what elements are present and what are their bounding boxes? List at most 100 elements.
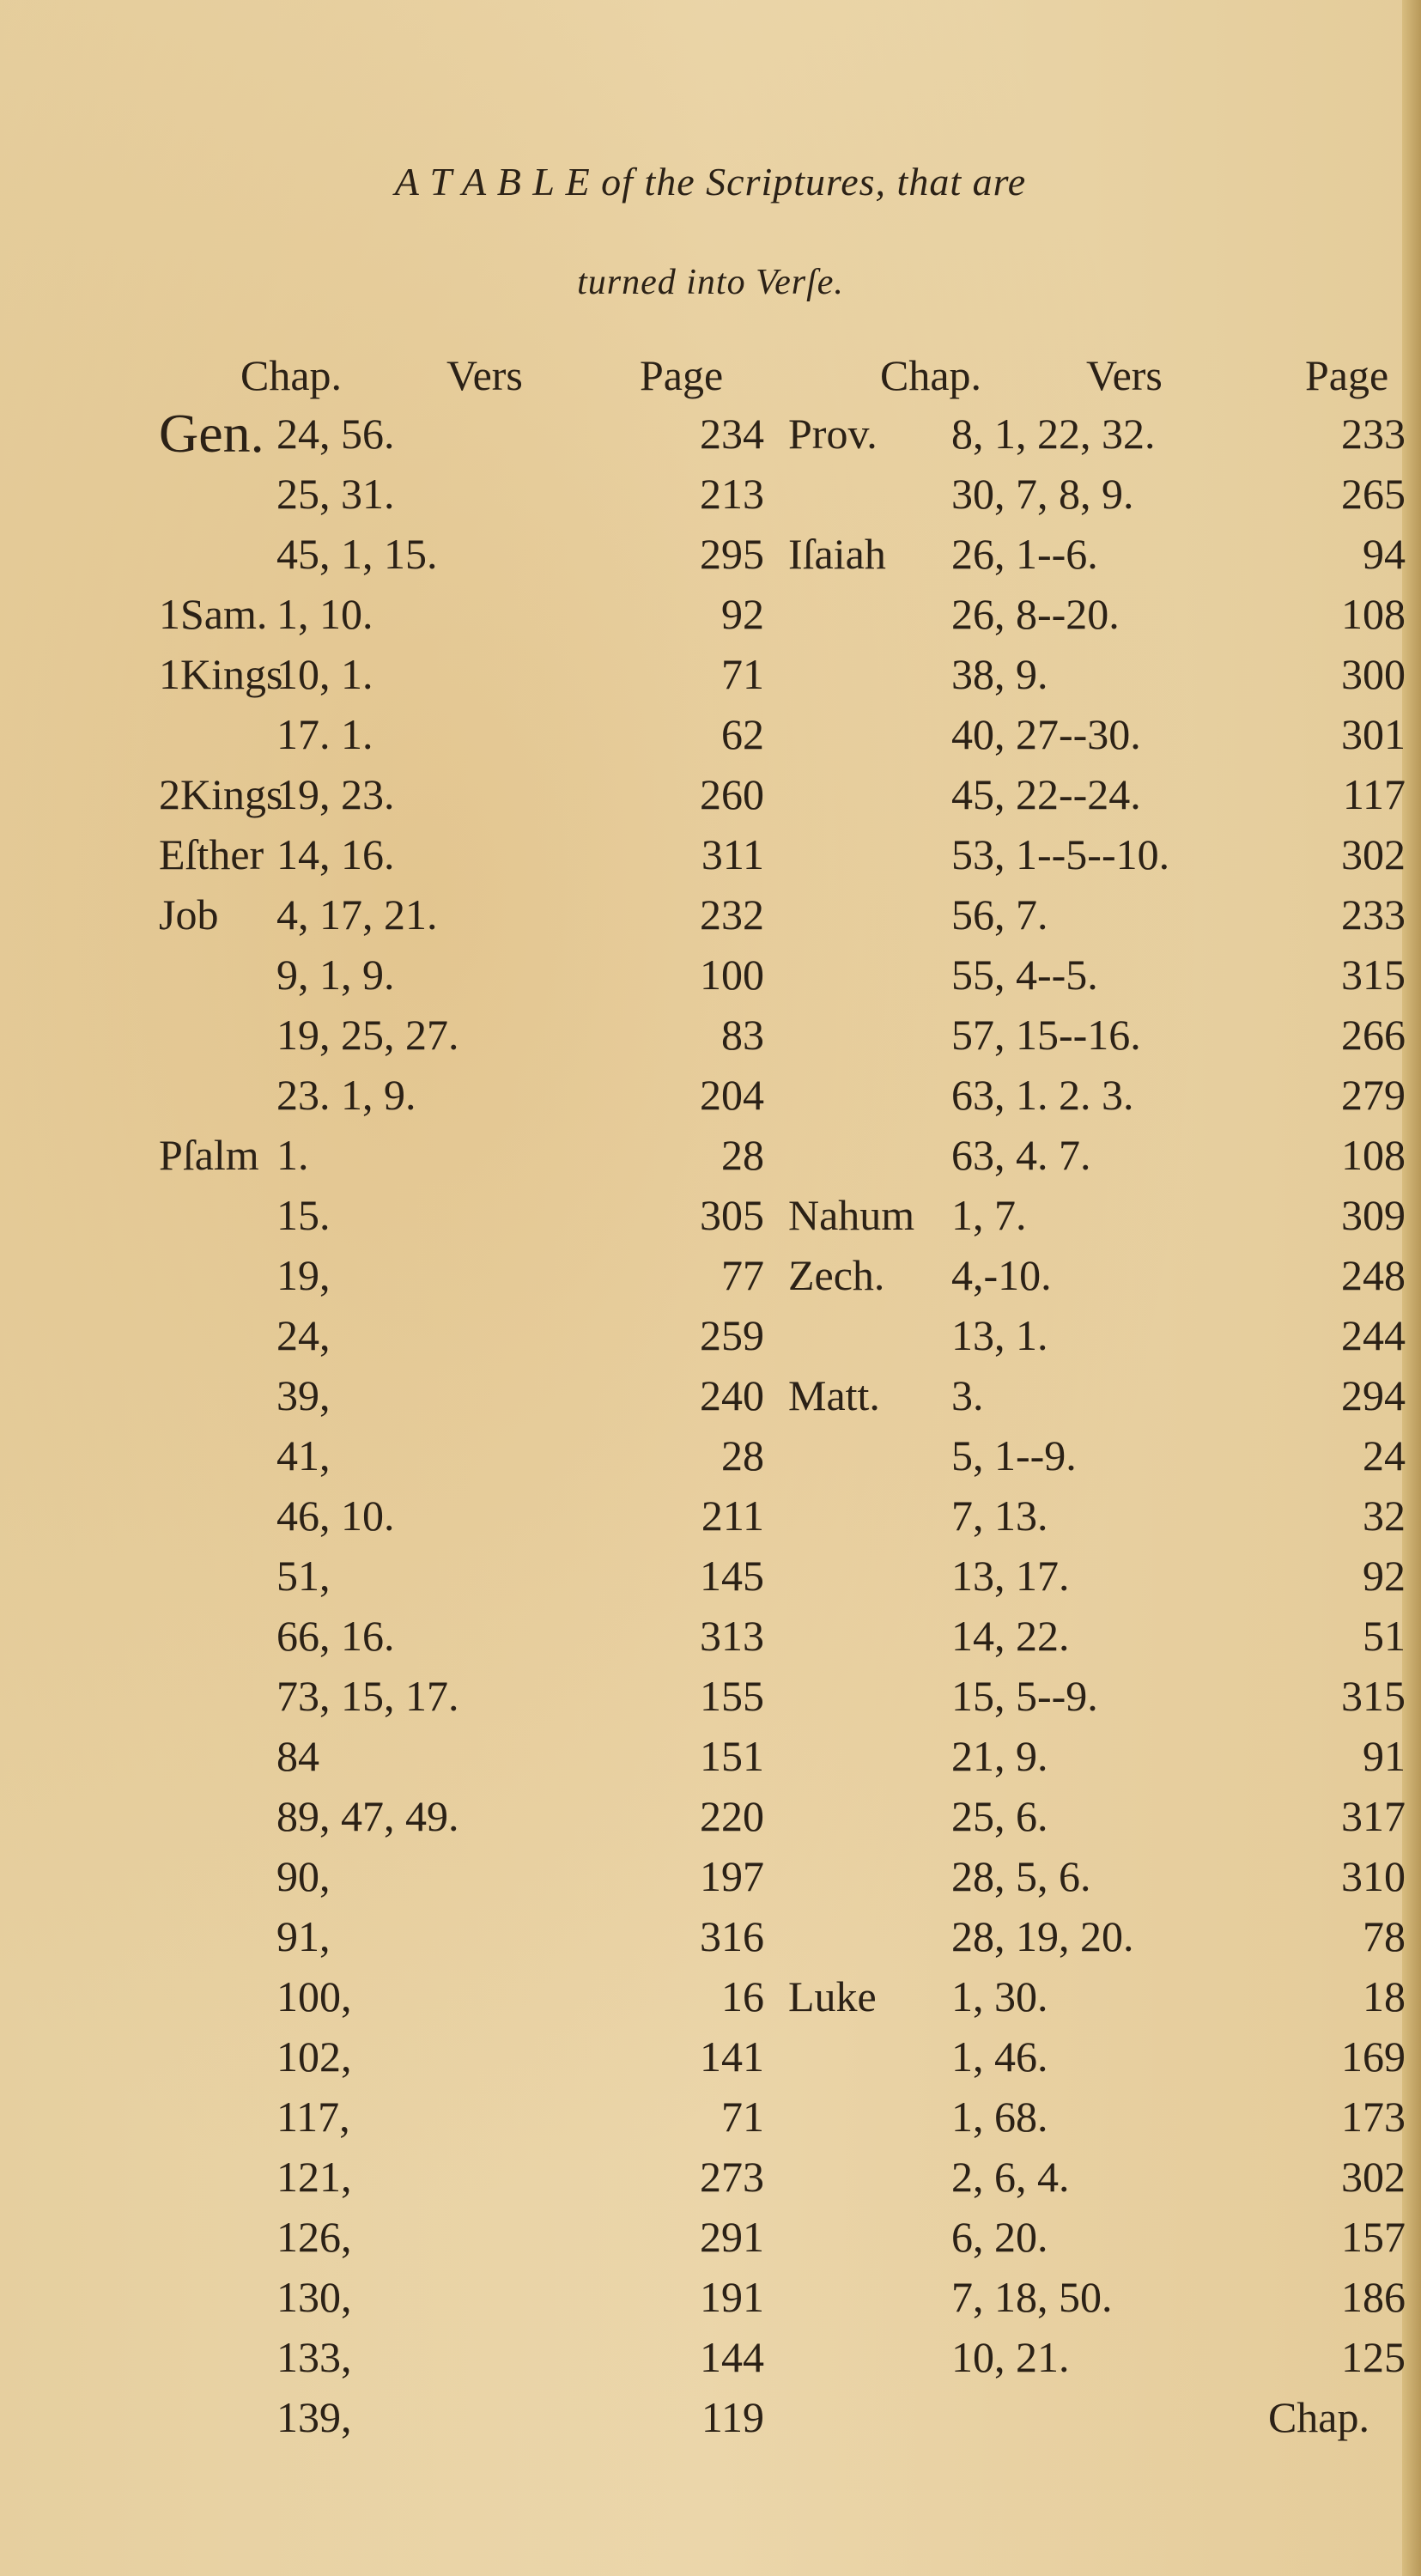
table-title: A T A B L E of the Scriptures, that are [394, 160, 1027, 204]
page-left: 155 [700, 1672, 764, 1720]
page-left: 204 [700, 1071, 764, 1119]
chap-vers-right: 28, 5, 6. [951, 1852, 1091, 1900]
table-row: 9, 1, 9. 100 55, 4--5. 315 [0, 945, 1421, 1005]
page-left: 234 [700, 410, 764, 458]
chap-vers-left: 45, 1, 15. [276, 530, 438, 578]
page-left: 28 [721, 1131, 764, 1179]
chap-vers-left: 19, 23. [276, 770, 395, 818]
page-left: 62 [721, 710, 764, 758]
page-right: 315 [1341, 1672, 1406, 1720]
page-right: 24 [1363, 1431, 1406, 1479]
header-page-left: Page [640, 351, 724, 399]
chap-vers-left: 89, 47, 49. [276, 1792, 459, 1840]
chap-vers-right: 26, 8--20. [951, 590, 1120, 638]
chap-vers-right: 4,-10. [951, 1251, 1052, 1299]
chap-vers-left: 14, 16. [276, 830, 395, 878]
page-left: 220 [700, 1792, 764, 1840]
page-right: 265 [1341, 470, 1406, 518]
table-row: 73, 15, 17. 155 15, 5--9. 315 [0, 1666, 1421, 1726]
table-row: 66, 16. 313 14, 22. 51 [0, 1606, 1421, 1666]
chap-vers-left: 133, [276, 2333, 352, 2381]
page-right: 315 [1341, 951, 1406, 999]
chap-vers-right: 45, 22--24. [951, 770, 1141, 818]
table-row: Job 4, 17, 21. 232 56, 7. 233 [0, 884, 1421, 945]
chap-vers-left: 102, [276, 2032, 352, 2081]
chap-vers-right: 1, 46. [951, 2032, 1048, 2081]
chap-vers-left: 17. 1. [276, 710, 373, 758]
page-right: 108 [1341, 1131, 1406, 1179]
book-left: Gen. [159, 403, 264, 464]
page-left: 71 [721, 650, 764, 698]
page-left: 119 [701, 2393, 764, 2441]
chap-vers-left: 10, 1. [276, 650, 373, 698]
chap-vers-left: 1, 10. [276, 590, 373, 638]
chap-vers-right: 5, 1--9. [951, 1431, 1077, 1479]
page-left: 77 [721, 1251, 764, 1299]
page-left: 232 [700, 890, 764, 939]
chap-vers-right: 38, 9. [951, 650, 1048, 698]
chap-vers-right: 7, 13. [951, 1492, 1048, 1540]
table-row: 1Sam. 1, 10. 92 26, 8--20. 108 [0, 584, 1421, 644]
chap-vers-left: 91, [276, 1912, 331, 1960]
page-left: 295 [700, 530, 764, 578]
table-row: 90, 197 28, 5, 6. 310 [0, 1846, 1421, 1906]
page-left: 291 [700, 2213, 764, 2261]
chap-vers-left: 139, [276, 2393, 352, 2441]
chap-vers-right: 13, 17. [951, 1552, 1070, 1600]
table-row: 139, 119 Chap. [0, 2387, 1421, 2447]
page-right: 233 [1341, 410, 1406, 458]
chap-vers-right: 53, 1--5--10. [951, 830, 1170, 878]
page-left: 213 [700, 470, 764, 518]
chap-vers-right: 13, 1. [951, 1311, 1048, 1359]
page-right: 233 [1341, 890, 1406, 939]
table-row: 102, 141 1, 46. 169 [0, 2026, 1421, 2087]
page-left: 16 [721, 1972, 764, 2020]
table-row: 41, 28 5, 1--9. 24 [0, 1425, 1421, 1485]
page-left: 240 [700, 1371, 764, 1419]
chap-vers-right: 1, 30. [951, 1972, 1048, 2020]
table-row: 19, 77 Zech. 4,-10. 248 [0, 1245, 1421, 1305]
table-row: 89, 47, 49. 220 25, 6. 317 [0, 1786, 1421, 1846]
table-row: 100, 16 Luke 1, 30. 18 [0, 1966, 1421, 2026]
book-left: Pſalm [159, 1131, 259, 1179]
chap-vers-right: 63, 1. 2. 3. [951, 1071, 1134, 1119]
page-left: 145 [700, 1552, 764, 1600]
table-row: 39, 240 Matt. 3. 294 [0, 1365, 1421, 1425]
chap-vers-left: 84 [276, 1732, 319, 1780]
table-row: 46, 10. 211 7, 13. 32 [0, 1485, 1421, 1546]
page-left: 273 [700, 2153, 764, 2201]
chap-vers-right: 40, 27--30. [951, 710, 1141, 758]
book-right: Matt. [788, 1371, 880, 1419]
book-left: 1Sam. [159, 590, 268, 638]
table-row: 24, 259 13, 1. 244 [0, 1305, 1421, 1365]
chap-vers-left: 1. [276, 1131, 309, 1179]
page-left: 83 [721, 1011, 764, 1059]
page-left: 144 [700, 2333, 764, 2381]
book-right: Luke [788, 1972, 877, 2020]
chap-vers-left: 66, 16. [276, 1612, 395, 1660]
book-left: Eſther [159, 830, 264, 878]
table-row: 15. 305 Nahum 1, 7. 309 [0, 1185, 1421, 1245]
book-right: Zech. [788, 1251, 885, 1299]
page-left: 211 [701, 1492, 764, 1540]
chap-vers-left: 100, [276, 1972, 352, 2020]
page-left: 28 [721, 1431, 764, 1479]
chap-vers-right: 56, 7. [951, 890, 1048, 939]
table-row: 19, 25, 27. 83 57, 15--16. 266 [0, 1005, 1421, 1065]
table-row: 2Kings 19, 23. 260 45, 22--24. 117 [0, 764, 1421, 824]
header-chap-right: Chap. [880, 351, 982, 399]
page-left: 259 [700, 1311, 764, 1359]
chap-vers-right: 10, 21. [951, 2333, 1070, 2381]
header-chap-left: Chap. [240, 351, 343, 399]
book-right: Prov. [788, 410, 877, 458]
chap-vers-left: 117, [276, 2093, 350, 2141]
table-row: 17. 1. 62 40, 27--30. 301 [0, 704, 1421, 764]
page-left: 305 [700, 1191, 764, 1239]
page-right: 125 [1341, 2333, 1406, 2381]
chap-vers-right: 26, 1--6. [951, 530, 1098, 578]
chap-vers-left: 41, [276, 1431, 331, 1479]
header-vers-left: Vers [446, 351, 523, 399]
page-left: 92 [721, 590, 764, 638]
page-right: 51 [1363, 1612, 1406, 1660]
chap-vers-left: 90, [276, 1852, 331, 1900]
